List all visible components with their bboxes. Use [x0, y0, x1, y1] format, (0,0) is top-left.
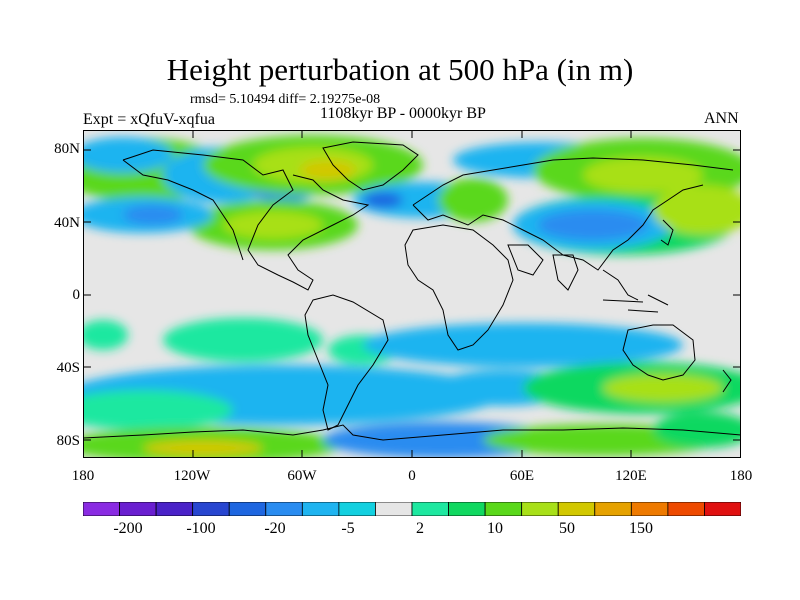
colorbar	[83, 502, 741, 516]
coastlines	[83, 141, 741, 441]
colorbar-swatch	[375, 502, 413, 516]
colorbar-swatch	[338, 502, 376, 516]
lon-tick-60w: 60W	[287, 468, 317, 484]
axis-ticks	[83, 130, 741, 458]
colorbar-swatch	[630, 502, 669, 516]
colorbar-label: -200	[113, 520, 143, 537]
colorbar-label: -20	[264, 520, 286, 537]
colorbar-swatch	[155, 502, 194, 516]
colorbar-label: -100	[186, 520, 216, 537]
colorbar-swatch	[667, 502, 705, 516]
lon-tick-0: 0	[408, 468, 416, 484]
colorbar-label: 10	[487, 520, 503, 537]
lat-tick-0: 0	[72, 287, 81, 303]
lon-tick-180w: 180	[71, 468, 95, 484]
lat-tick-80n: 80N	[54, 141, 80, 157]
colorbar-swatch	[411, 502, 449, 516]
page-title: Height perturbation at 500 hPa (in m)	[166, 52, 634, 87]
contour-field	[83, 130, 741, 458]
lat-tick-40n: 40N	[54, 215, 80, 231]
colorbar-swatch	[484, 502, 523, 516]
lat-tick-40s: 40S	[56, 360, 80, 376]
colorbar-swatch	[265, 502, 303, 516]
colorbar-swatch	[521, 502, 559, 516]
lon-tick-180e: 180	[729, 468, 753, 484]
colorbar-swatch	[228, 502, 267, 516]
colorbar-swatch	[594, 502, 632, 516]
colorbar-swatch	[83, 502, 120, 516]
colorbar-swatch	[557, 502, 596, 516]
colorbar-label: 150	[629, 520, 653, 537]
colorbar-label: 50	[559, 520, 575, 537]
colorbar-swatch	[301, 502, 340, 516]
colorbar-swatch	[448, 502, 486, 516]
colorbar-swatch	[192, 502, 230, 516]
colorbar-label: 2	[416, 520, 424, 537]
colorbar-swatch	[704, 502, 741, 516]
colorbar-swatch	[119, 502, 157, 516]
stats-line: rmsd= 5.10494 diff= 2.19275e-08	[190, 92, 381, 107]
lon-tick-120w: 120W	[173, 468, 211, 484]
experiment-label: Expt = xQfuV-xqfua	[83, 111, 215, 128]
lat-tick-80s: 80S	[56, 433, 80, 449]
colorbar-label: -5	[341, 520, 355, 537]
period-label: 1108kyr BP - 0000kyr BP	[320, 105, 486, 122]
map-panel	[83, 130, 741, 458]
lon-tick-120e: 120E	[615, 468, 647, 484]
lon-tick-60e: 60E	[509, 468, 535, 484]
season-label: ANN	[704, 110, 739, 127]
